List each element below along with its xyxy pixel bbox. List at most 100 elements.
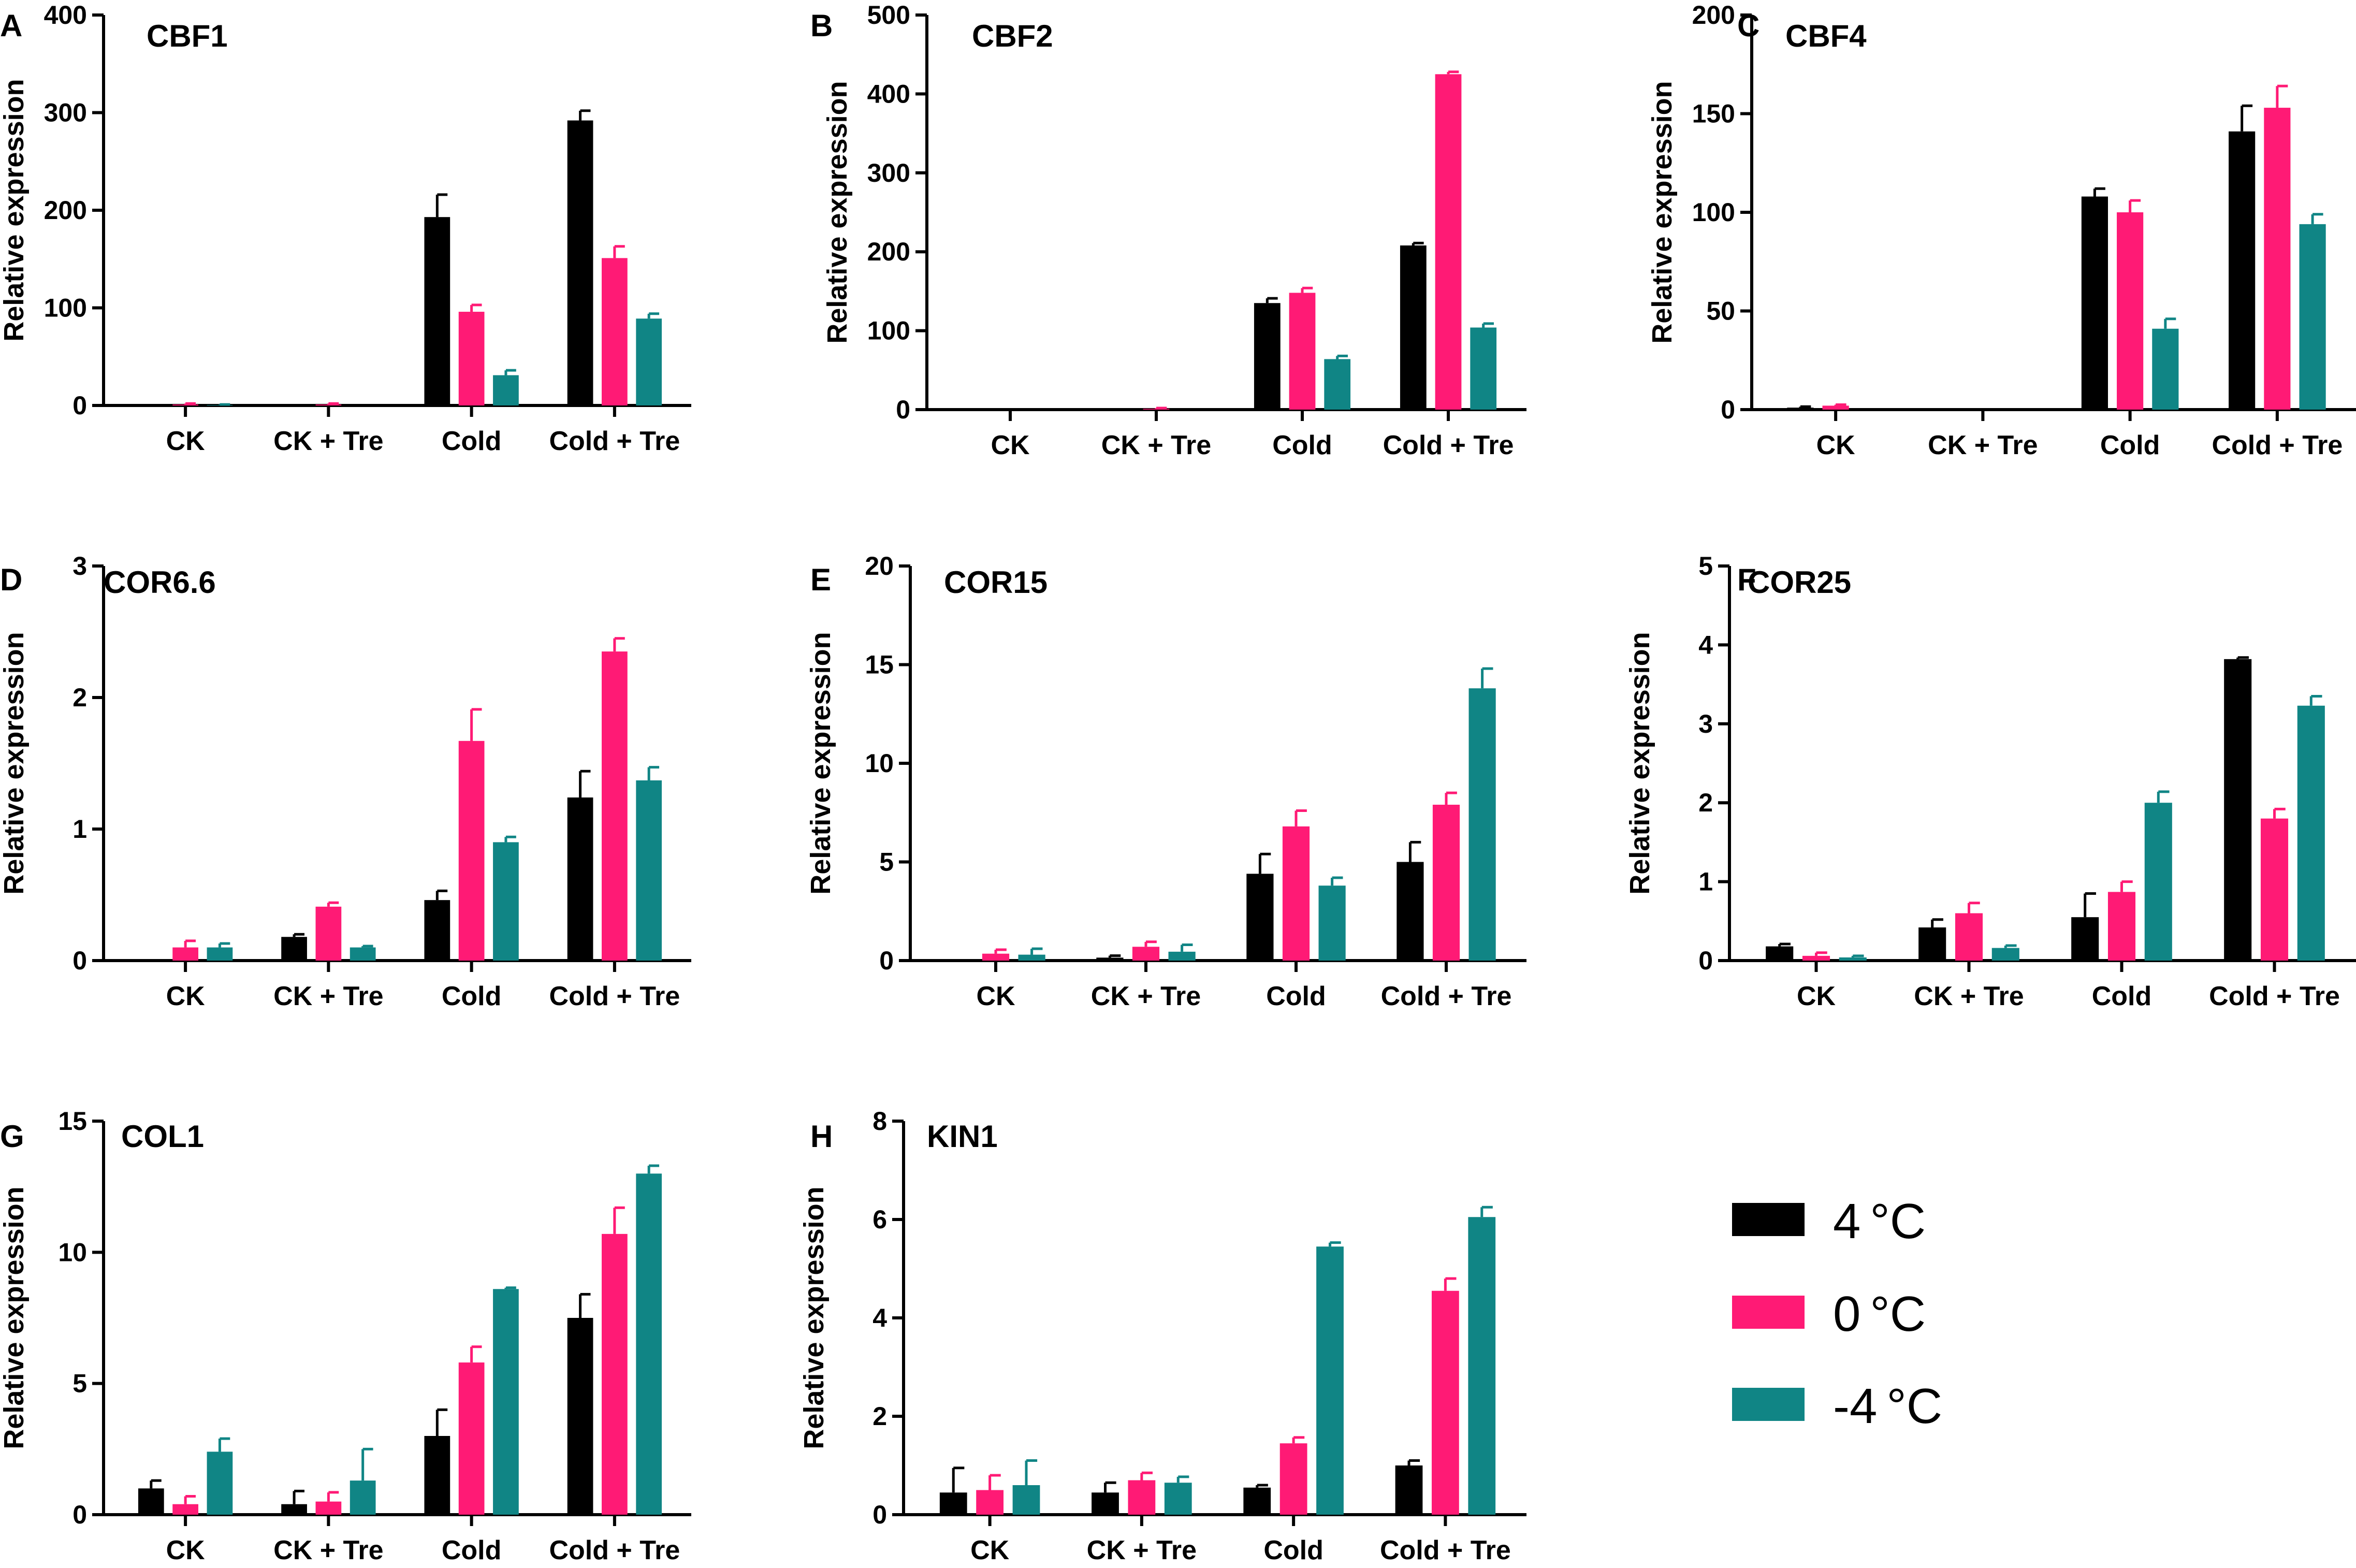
y-tick-label-c-4: 200 — [1692, 1, 1735, 30]
y-tick-label-c-2: 100 — [1692, 198, 1735, 227]
bar-g-0-4c — [138, 1488, 164, 1515]
bar-g-0-0c — [172, 1504, 198, 1515]
bar-a-3-4c — [567, 120, 593, 405]
bar-d-0-0c — [172, 947, 198, 961]
chart-title-e: COR15 — [944, 565, 1048, 600]
y-axis-label-e: Relative expression — [805, 632, 836, 894]
y-tick-label-a-3: 300 — [44, 98, 87, 127]
bar-c-2-0c — [2117, 212, 2144, 410]
y-tick-label-d-2: 2 — [72, 683, 87, 712]
bar-b-3-minus4c — [1470, 327, 1497, 410]
bar-d-3-minus4c — [636, 780, 662, 961]
panel-letter-f: F — [1737, 562, 1756, 597]
y-tick-label-h-4: 8 — [872, 1107, 887, 1136]
bar-h-3-4c — [1395, 1465, 1423, 1515]
y-tick-label-f-1: 1 — [1698, 867, 1713, 896]
bar-d-1-minus4c — [350, 947, 376, 961]
x-tick-label-b-0: CK — [991, 430, 1030, 460]
x-tick-label-g-2: Cold — [442, 1535, 502, 1565]
bar-d-2-minus4c — [493, 842, 519, 961]
x-tick-label-b-3: Cold + Tre — [1383, 430, 1514, 460]
bar-a-3-0c — [602, 258, 628, 405]
bar-b-2-4c — [1254, 303, 1281, 410]
bar-e-0-minus4c — [1018, 954, 1045, 961]
y-tick-label-h-2: 4 — [872, 1303, 887, 1332]
bar-d-2-0c — [458, 741, 485, 961]
y-tick-label-c-3: 150 — [1692, 99, 1735, 128]
bar-b-2-minus4c — [1324, 359, 1351, 410]
bar-f-0-0c — [1802, 955, 1830, 961]
bar-h-1-4c — [1092, 1492, 1119, 1515]
legend-label-4c: 4 °C — [1833, 1194, 1926, 1249]
y-tick-label-d-3: 3 — [72, 551, 87, 580]
panel-h: H KIN1 Relative expression 0 2 4 6 8 CK CK + Tre C… — [798, 1107, 1526, 1565]
bar-c-3-0c — [2264, 108, 2291, 410]
chart-title-d: COR6.6 — [104, 565, 216, 600]
bar-g-3-4c — [567, 1318, 593, 1515]
x-tick-label-a-2: Cold — [442, 426, 502, 456]
panel-letter-a: A — [0, 8, 22, 43]
panel-letter-h: H — [810, 1119, 833, 1154]
x-tick-label-c-3: Cold + Tre — [2212, 430, 2343, 460]
x-tick-label-g-0: CK — [166, 1535, 206, 1565]
bar-b-3-0c — [1435, 74, 1462, 410]
y-tick-label-h-3: 6 — [872, 1205, 887, 1234]
legend-label-minus4c: -4 °C — [1833, 1378, 1942, 1434]
bar-e-3-minus4c — [1468, 688, 1496, 961]
x-tick-label-f-3: Cold + Tre — [2209, 981, 2340, 1011]
legend: 4 °C 0 °C -4 °C — [1732, 1194, 1942, 1434]
bar-g-1-4c — [281, 1504, 307, 1515]
bar-h-2-0c — [1279, 1443, 1307, 1515]
x-tick-label-c-2: Cold — [2100, 430, 2160, 460]
bar-c-2-minus4c — [2152, 328, 2179, 410]
y-axis-label-c: Relative expression — [1647, 81, 1678, 343]
x-tick-label-e-0: CK — [976, 981, 1015, 1011]
legend-item-4c: 4 °C — [1732, 1194, 1926, 1249]
bar-a-3-minus4c — [636, 318, 662, 405]
chart-title-c: CBF4 — [1785, 19, 1867, 53]
legend-item-minus4c: -4 °C — [1732, 1378, 1942, 1434]
y-tick-label-f-3: 3 — [1698, 709, 1713, 738]
bar-e-1-0c — [1132, 947, 1160, 961]
legend-swatch-minus4c — [1732, 1388, 1805, 1421]
bar-f-2-4c — [2071, 917, 2099, 961]
panel-g: G COL1 Relative expression 0 5 10 15 CK CK + Tre… — [0, 1107, 691, 1565]
bar-f-1-minus4c — [1991, 948, 2019, 961]
x-tick-label-a-0: CK — [166, 426, 206, 456]
y-tick-label-g-2: 10 — [58, 1238, 87, 1267]
x-tick-label-h-2: Cold — [1263, 1535, 1324, 1565]
legend-swatch-4c — [1732, 1203, 1805, 1236]
x-tick-label-h-1: CK + Tre — [1087, 1535, 1197, 1565]
bar-h-2-4c — [1243, 1487, 1271, 1515]
y-tick-label-e-3: 15 — [865, 650, 894, 679]
y-tick-label-c-1: 50 — [1706, 297, 1735, 326]
bar-g-2-minus4c — [493, 1289, 519, 1515]
bar-e-1-minus4c — [1168, 951, 1196, 961]
x-tick-label-c-0: CK — [1816, 430, 1856, 460]
y-axis-label-b: Relative expression — [822, 81, 853, 343]
y-tick-label-f-2: 2 — [1698, 788, 1713, 817]
bar-a-2-minus4c — [493, 375, 519, 405]
chart-title-g: COL1 — [121, 1119, 204, 1154]
y-axis-label-a: Relative expression — [0, 79, 30, 341]
bar-e-3-0c — [1432, 805, 1460, 961]
bar-a-2-4c — [424, 217, 450, 405]
y-tick-label-f-4: 4 — [1698, 630, 1713, 659]
bar-f-2-0c — [2107, 892, 2136, 961]
y-tick-label-b-2: 200 — [867, 237, 910, 266]
x-tick-label-g-1: CK + Tre — [273, 1535, 383, 1565]
bar-e-2-0c — [1282, 826, 1310, 961]
bar-g-2-4c — [424, 1436, 450, 1515]
bar-h-3-minus4c — [1468, 1217, 1496, 1515]
x-tick-label-d-1: CK + Tre — [273, 981, 383, 1011]
bar-d-1-4c — [281, 937, 307, 961]
bar-h-3-0c — [1431, 1290, 1459, 1515]
bar-g-1-minus4c — [350, 1480, 376, 1515]
bar-h-1-minus4c — [1164, 1483, 1192, 1515]
bar-a-2-0c — [458, 312, 485, 405]
y-tick-label-d-0: 0 — [72, 946, 87, 975]
bar-c-0-4c — [1787, 408, 1814, 410]
legend-label-0c: 0 °C — [1833, 1286, 1926, 1342]
x-tick-label-a-1: CK + Tre — [273, 426, 383, 456]
bar-f-1-0c — [1955, 913, 1983, 961]
